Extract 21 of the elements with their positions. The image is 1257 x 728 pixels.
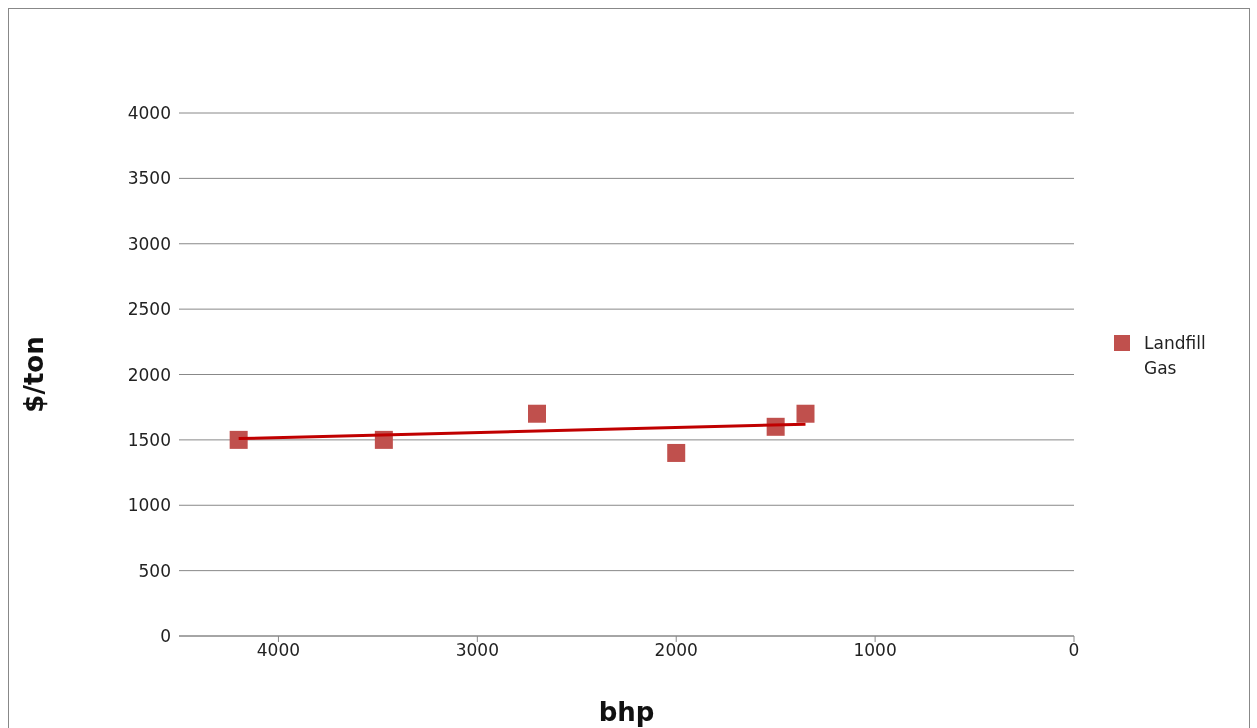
x-tick-label: 2000 [654,640,698,661]
x-tick-label: 1000 [853,640,897,661]
y-tick-label: 2000 [127,364,171,385]
point [667,443,686,462]
legend-label: Landfill Gas [1144,332,1207,380]
x-axis-title: bhp [598,697,655,727]
y-tick-label: 1500 [127,429,171,450]
y-axis-title: $/ton [19,336,50,413]
x-tick-label: 3000 [455,640,499,661]
y-tick-label: 4000 [127,103,171,124]
y-tick-label: 0 [160,626,171,647]
x-tick-label: 4000 [256,640,301,661]
point [229,430,248,449]
y-tick-label: 1000 [127,495,171,516]
point [528,404,546,423]
y-tick-label: 3000 [127,233,171,254]
point [796,404,815,423]
y-tick-label: 2500 [127,299,171,320]
y-tick-label: 500 [138,560,171,581]
x-tick-label: 0 [1068,640,1080,661]
y-tick-label: 3500 [127,168,171,189]
